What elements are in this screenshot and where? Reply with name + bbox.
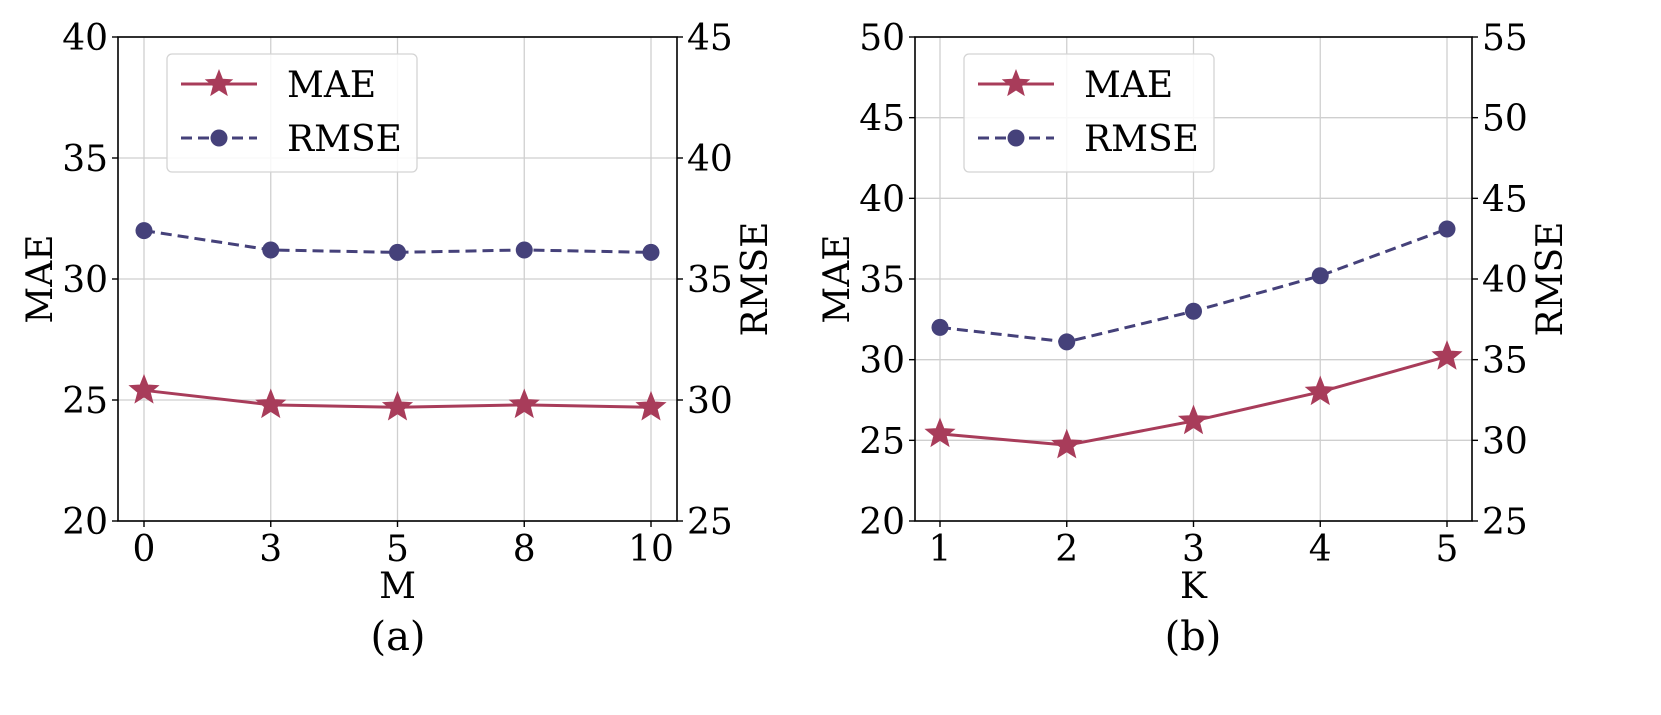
legend-marker-circle bbox=[210, 129, 228, 147]
y-tick-label-right: 45 bbox=[687, 18, 733, 59]
x-tick-label: 0 bbox=[133, 529, 156, 570]
y-tick-label-left: 35 bbox=[859, 260, 905, 301]
data-point-circle bbox=[642, 243, 660, 261]
x-tick-label: 8 bbox=[513, 529, 536, 570]
x-tick-label: 2 bbox=[1055, 529, 1078, 570]
data-point-circle bbox=[1438, 220, 1456, 238]
y-axis-label-left: MAE bbox=[817, 234, 858, 323]
x-tick-label: 5 bbox=[1436, 529, 1459, 570]
data-point-star bbox=[128, 373, 160, 404]
legend-marker-star bbox=[204, 69, 234, 97]
x-tick-label: 4 bbox=[1309, 529, 1332, 570]
y-tick-label-right: 50 bbox=[1482, 99, 1528, 140]
x-tick-label: 3 bbox=[259, 529, 282, 570]
y-axis-label-right: RMSE bbox=[735, 222, 776, 337]
legend-label: MAE bbox=[287, 65, 376, 106]
y-axis-label-right: RMSE bbox=[1530, 222, 1571, 337]
data-point-circle bbox=[515, 241, 533, 259]
legend-marker-circle bbox=[1007, 129, 1025, 147]
x-tick-label: 5 bbox=[386, 529, 409, 570]
y-tick-label-left: 50 bbox=[859, 18, 905, 59]
legend-label: RMSE bbox=[287, 119, 402, 160]
y-tick-label-right: 55 bbox=[1482, 18, 1528, 59]
legend-marker-star bbox=[1001, 69, 1031, 97]
x-tick-label: 1 bbox=[929, 529, 952, 570]
data-point-star bbox=[381, 390, 414, 421]
data-point-circle bbox=[1185, 302, 1202, 320]
panel-caption: (b) bbox=[1165, 614, 1222, 660]
data-point-circle bbox=[1311, 267, 1329, 285]
y-tick-label-right: 40 bbox=[1482, 260, 1528, 301]
data-point-circle bbox=[1058, 333, 1076, 351]
y-tick-label-right: 25 bbox=[1482, 502, 1528, 543]
data-point-circle bbox=[931, 318, 949, 336]
series-line-rmse bbox=[143, 229, 652, 254]
data-point-circle bbox=[135, 222, 153, 240]
data-point-circle bbox=[389, 243, 406, 261]
x-tick-label: 3 bbox=[1182, 529, 1205, 570]
y-tick-label-left: 35 bbox=[62, 139, 108, 180]
y-tick-label-left: 30 bbox=[62, 260, 108, 301]
data-point-star bbox=[508, 388, 540, 419]
legend: MAE RMSE bbox=[166, 53, 418, 173]
y-tick-label-right: 30 bbox=[1482, 421, 1528, 462]
y-tick-label-left: 45 bbox=[859, 99, 905, 140]
y-tick-label-left: 30 bbox=[859, 341, 905, 382]
x-axis-label: M bbox=[379, 566, 416, 607]
series-rmse bbox=[135, 222, 660, 261]
y-tick-label-left: 40 bbox=[859, 179, 905, 220]
series-rmse bbox=[931, 220, 1456, 351]
y-tick-label-right: 35 bbox=[687, 260, 733, 301]
x-axis-label: K bbox=[1180, 566, 1208, 607]
y-tick-label-left: 20 bbox=[62, 502, 108, 543]
data-point-star bbox=[924, 417, 956, 448]
legend-label: MAE bbox=[1084, 65, 1173, 106]
x-tick-label: 10 bbox=[628, 529, 674, 570]
y-tick-label-left: 40 bbox=[62, 18, 108, 59]
y-tick-label-right: 45 bbox=[1482, 179, 1528, 220]
series-mae bbox=[128, 373, 667, 421]
y-axis-label-left: MAE bbox=[20, 234, 61, 323]
y-tick-label-right: 35 bbox=[1482, 341, 1528, 382]
data-point-star bbox=[1304, 375, 1336, 406]
y-tick-label-right: 25 bbox=[687, 502, 733, 543]
data-point-circle bbox=[262, 241, 280, 259]
y-tick-label-left: 25 bbox=[62, 381, 108, 422]
legend-label: RMSE bbox=[1084, 119, 1199, 160]
data-point-star bbox=[1431, 340, 1463, 370]
legend: MAE RMSE bbox=[963, 53, 1215, 173]
data-point-star bbox=[635, 390, 667, 421]
panel-caption: (a) bbox=[370, 614, 425, 660]
y-tick-label-left: 20 bbox=[859, 502, 905, 543]
y-tick-label-left: 25 bbox=[859, 421, 905, 462]
y-tick-label-right: 40 bbox=[687, 139, 733, 180]
series-mae bbox=[924, 340, 1463, 459]
data-point-star bbox=[255, 388, 287, 419]
data-point-star bbox=[1051, 428, 1083, 459]
data-point-star bbox=[1177, 404, 1210, 435]
y-tick-label-right: 30 bbox=[687, 381, 733, 422]
